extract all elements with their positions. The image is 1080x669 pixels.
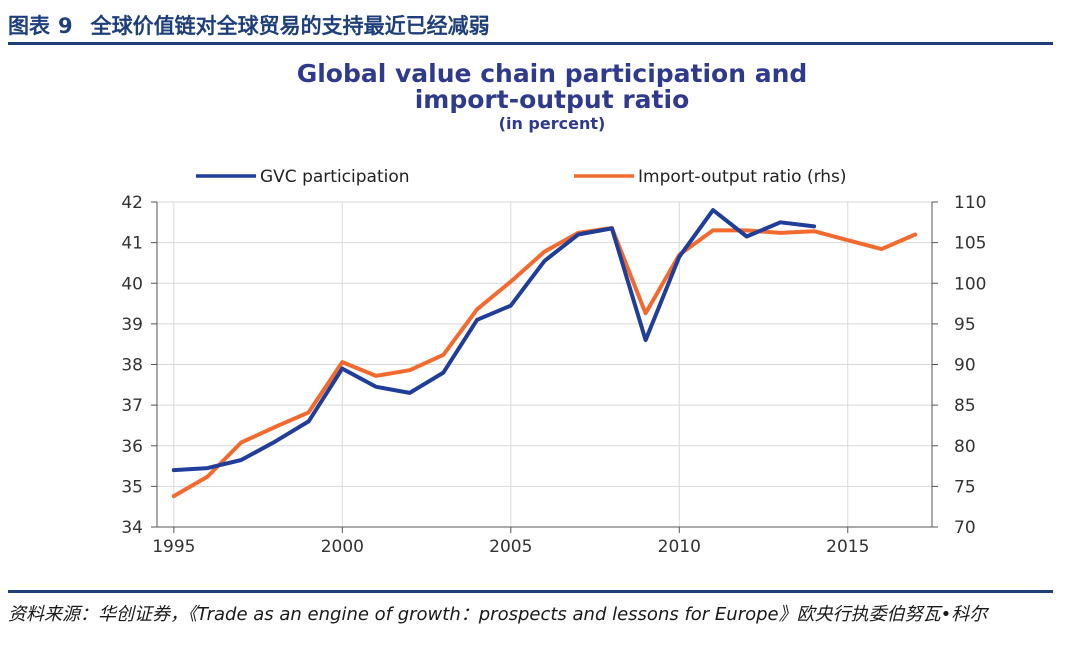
legend: GVC participation Import-output ratio (r… <box>196 167 847 187</box>
x-tick-label: 2005 <box>489 537 532 557</box>
series-line-gvc <box>171 208 817 473</box>
series <box>171 208 918 499</box>
figure-title: 图表 9 全球价值链对全球贸易的支持最近已经减弱 <box>8 10 490 40</box>
y-tick-label: 39 <box>121 315 143 335</box>
y2-tick-label: 80 <box>954 437 976 457</box>
header-rule <box>8 42 1053 45</box>
footer-rule <box>8 590 1053 593</box>
figure-number: 9 <box>58 14 73 38</box>
y2-tick-label: 70 <box>954 518 976 538</box>
y-tick-label: 41 <box>121 234 143 254</box>
y2-tick-label: 95 <box>954 315 976 335</box>
series-line-import <box>171 226 918 499</box>
chart-title: Global value chain participation and <box>297 59 808 88</box>
y-tick-label: 35 <box>121 477 143 497</box>
source-note: 资料来源：华创证券，《Trade as an engine of growth：… <box>8 604 988 625</box>
y2-tick-label: 90 <box>954 356 976 376</box>
legend-label-gvc: GVC participation <box>260 167 410 187</box>
axes: 42 41 40 39 38 37 36 35 34 110 105 100 95 90 85 80 75 70 1… <box>121 193 986 557</box>
x-tick-label: 2000 <box>321 537 364 557</box>
grid <box>157 201 932 528</box>
y2-tick-label: 85 <box>954 396 976 416</box>
y-tick-label: 38 <box>121 356 143 376</box>
y2-tick-label: 100 <box>954 274 986 294</box>
y-tick-label: 42 <box>121 193 143 213</box>
y-tick-label: 37 <box>121 396 143 416</box>
y2-tick-label: 75 <box>954 477 976 497</box>
y-tick-label: 36 <box>121 437 143 457</box>
x-tick-label: 2010 <box>658 537 701 557</box>
y-tick-label: 40 <box>121 274 143 294</box>
chart-title-line2: import-output ratio <box>415 85 690 114</box>
y2-tick-label: 110 <box>954 193 986 213</box>
figure-label: 图表 <box>8 14 50 38</box>
x-tick-label: 2015 <box>826 537 869 557</box>
figure-header: 图表 9 全球价值链对全球贸易的支持最近已经减弱 <box>8 6 1058 38</box>
y-tick-label: 34 <box>121 518 143 538</box>
chart-subtitle: (in percent) <box>499 114 606 133</box>
x-tick-label: 1995 <box>152 537 195 557</box>
y2-tick-label: 105 <box>954 234 986 254</box>
figure-caption: 全球价值链对全球贸易的支持最近已经减弱 <box>90 14 490 38</box>
legend-label-import: Import-output ratio (rhs) <box>638 167 847 187</box>
